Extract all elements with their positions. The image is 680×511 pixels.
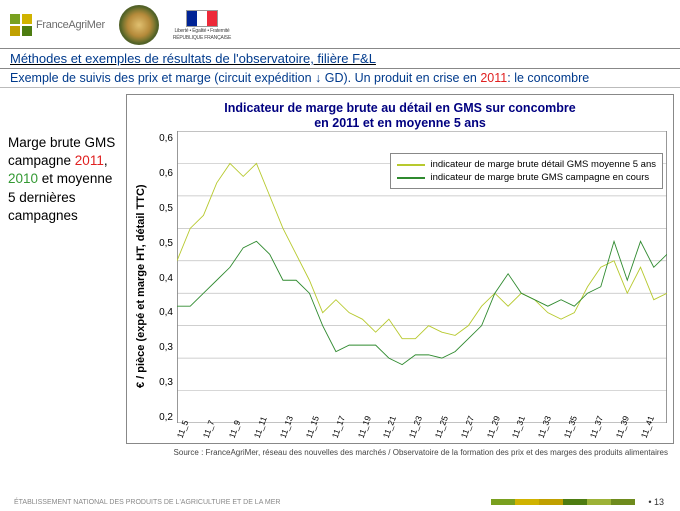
x-tick: 11_35: [562, 419, 592, 445]
footer-bar-segment: [491, 499, 515, 505]
subtitle-mid: GD). Un produit en crise en: [321, 71, 480, 85]
subtitle-year: 2011: [480, 71, 507, 85]
y-axis-label: € / pièce (expé et marge HT, détail TTC): [133, 131, 149, 441]
section-subtitle: Exemple de suivis des prix et marge (cir…: [0, 69, 680, 88]
chart-title-line2: en 2011 et en moyenne 5 ans: [314, 116, 486, 130]
source-citation: Source : FranceAgriMer, réseau des nouve…: [0, 444, 680, 457]
chart-container: Indicateur de marge brute au détail en G…: [126, 94, 674, 444]
chart-title: Indicateur de marge brute au détail en G…: [133, 101, 667, 131]
x-axis-ticks: 11_511_711_911_1111_1311_1511_1711_1911_…: [177, 423, 667, 441]
side-sep: ,: [104, 153, 108, 168]
side-line1a: Marge brute: [8, 135, 85, 150]
footer-color-bar: [491, 499, 635, 505]
x-tick: 11_25: [433, 419, 463, 445]
side-line1b: GMS: [85, 135, 116, 150]
x-tick: 11_15: [304, 419, 334, 445]
x-tick: 11_17: [329, 419, 359, 445]
legend-swatch-icon: [397, 164, 425, 166]
legend-item: indicateur de marge brute GMS campagne e…: [397, 171, 657, 184]
y-tick: 0,6: [149, 168, 173, 179]
y-tick: 0,3: [149, 342, 173, 353]
y-tick: 0,5: [149, 203, 173, 214]
side-line2: campagne: [8, 153, 75, 168]
subtitle-prefix: Exemple de suivis des prix et marge (cir…: [10, 71, 315, 85]
legend-item: indicateur de marge brute détail GMS moy…: [397, 158, 657, 171]
subtitle-suffix: : le concombre: [507, 71, 589, 85]
header: FranceAgriMer Liberté • Égalité • Frater…: [0, 0, 680, 48]
footer-bar-segment: [515, 499, 539, 505]
chart-title-line1: Indicateur de marge brute au détail en G…: [224, 101, 575, 115]
y-tick: 0,2: [149, 412, 173, 423]
page-footer: ÉTABLISSEMENT NATIONAL DES PRODUITS DE L…: [0, 493, 680, 511]
legend-label: indicateur de marge brute détail GMS moy…: [431, 159, 657, 170]
rf-name: RÉPUBLIQUE FRANÇAISE: [173, 35, 231, 41]
footer-establishment: ÉTABLISSEMENT NATIONAL DES PRODUITS DE L…: [0, 499, 281, 506]
side-2011: 2011: [75, 153, 104, 168]
x-tick: 11_41: [639, 419, 669, 445]
legend-label: indicateur de marge brute GMS campagne e…: [431, 172, 650, 183]
y-tick: 0,4: [149, 307, 173, 318]
footer-bar-segment: [587, 499, 611, 505]
side-annotation: Marge brute GMS campagne 2011, 2010 et m…: [8, 94, 120, 225]
side-2010: 2010: [8, 171, 38, 186]
x-tick: 11_27: [458, 419, 488, 445]
x-tick: 11_7: [200, 419, 230, 445]
franceagrimer-name: FranceAgriMer: [36, 19, 105, 31]
franceagrimer-logo: FranceAgriMer: [10, 14, 105, 36]
section-title-text: Méthodes et exemples de résultats de l'o…: [10, 51, 376, 66]
french-flag-icon: [186, 10, 218, 27]
x-tick: 11_37: [587, 419, 617, 445]
y-tick: 0,5: [149, 238, 173, 249]
page-number: • 13: [648, 497, 664, 507]
y-tick: 0,4: [149, 273, 173, 284]
section-title: Méthodes et exemples de résultats de l'o…: [0, 48, 680, 69]
legend-swatch-icon: [397, 177, 425, 179]
footer-bar-segment: [563, 499, 587, 505]
footer-bar-segment: [611, 499, 635, 505]
content-row: Marge brute GMS campagne 2011, 2010 et m…: [0, 88, 680, 444]
y-tick: 0,3: [149, 377, 173, 388]
x-tick: 11_13: [278, 419, 308, 445]
partner-round-logo-icon: [119, 5, 159, 45]
x-tick: 11_5: [175, 419, 205, 445]
footer-bar-segment: [539, 499, 563, 505]
y-axis-ticks: 0,6 0,6 0,5 0,5 0,4 0,4 0,3 0,3 0,2: [149, 131, 177, 441]
republique-francaise-logo: Liberté • Égalité • Fraternité RÉPUBLIQU…: [173, 10, 231, 41]
y-tick: 0,6: [149, 133, 173, 144]
x-tick: 11_23: [407, 419, 437, 445]
chart-legend: indicateur de marge brute détail GMS moy…: [390, 153, 664, 189]
franceagrimer-mark-icon: [10, 14, 32, 36]
rf-motto: Liberté • Égalité • Fraternité: [174, 28, 229, 34]
x-tick: 11_33: [536, 419, 566, 445]
